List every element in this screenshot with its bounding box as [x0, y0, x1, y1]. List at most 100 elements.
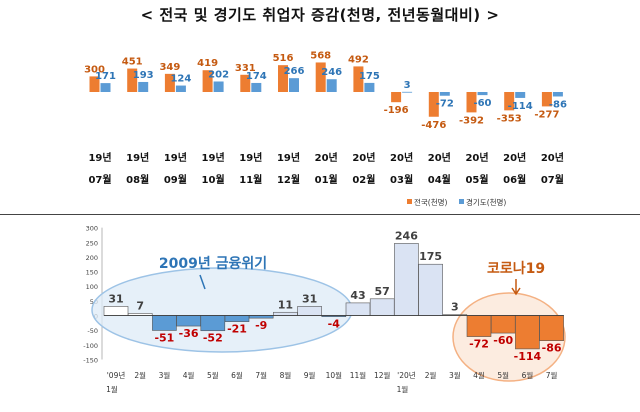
data-label-9: -4: [328, 318, 341, 331]
data-label-12: 246: [395, 229, 418, 242]
data-label-gyeonggi-1: 193: [133, 70, 154, 81]
data-label-gyeonggi-8: 3: [404, 80, 411, 91]
bar-gyeonggi-12: [552, 92, 563, 97]
bar-national-3: [202, 70, 213, 92]
x-tick-month-3: 10월: [202, 174, 225, 186]
data-label-gyeonggi-11: -114: [508, 101, 533, 112]
data-label-national-1: 451: [122, 57, 143, 68]
y-tick-250: 250: [86, 239, 98, 247]
x-tick-year-8: 20년: [390, 151, 413, 164]
data-label-16: -60: [493, 334, 513, 347]
x-tick-5: 6월: [231, 370, 243, 380]
bar-national-6: [315, 62, 326, 92]
x-tick-0: '09년: [107, 370, 126, 380]
x-tick-year-1: 19년: [126, 151, 149, 164]
data-label-gyeonggi-4: 174: [246, 71, 267, 82]
x-tick-8: 9월: [304, 370, 316, 380]
bar-18: [539, 315, 564, 341]
x-tick-month-11: 06월: [503, 174, 526, 186]
data-label-14: 3: [451, 301, 459, 314]
data-label-national-0: 300: [84, 64, 105, 75]
y-tick--50: -50: [87, 327, 98, 335]
bar-gyeonggi-3: [213, 81, 224, 92]
bar-national-0: [89, 76, 100, 92]
data-label-gyeonggi-12: -86: [549, 99, 567, 110]
data-label-national-7: 492: [348, 54, 369, 65]
bar-national-8: [391, 92, 402, 103]
legend-swatch-1: [459, 199, 464, 204]
bar-national-5: [278, 65, 288, 92]
legend-label-0: 전국(천명): [414, 197, 448, 207]
data-label-gyeonggi-9: -72: [436, 99, 454, 110]
bar-gyeonggi-7: [364, 82, 375, 92]
x-tick-year-4: 19년: [239, 151, 262, 164]
bar-5: [224, 315, 250, 322]
bar-7: [273, 311, 298, 316]
bar-4: [200, 315, 226, 332]
data-label-national-2: 349: [159, 62, 180, 73]
data-label-gyeonggi-6: 246: [321, 67, 342, 78]
data-label-13: 175: [419, 250, 442, 263]
data-label-7: 11: [278, 298, 293, 311]
x-tick-year-5: 19년: [277, 151, 300, 164]
data-label-18: -86: [542, 342, 562, 355]
data-label-national-4: 331: [235, 63, 256, 74]
y-tick-300: 300: [86, 225, 98, 233]
x-tick-17: 6월: [522, 370, 534, 380]
data-label-gyeonggi-0: 171: [95, 71, 116, 82]
bar-national-1: [127, 68, 138, 92]
bar-gyeonggi-1: [138, 81, 149, 92]
bar-gyeonggi-0: [100, 83, 111, 92]
bar-13: [418, 263, 443, 316]
data-label-gyeonggi-2: 124: [170, 74, 191, 85]
bar-national-7: [353, 66, 364, 92]
y-tick-150: 150: [86, 269, 98, 277]
data-label-national-8: -196: [384, 105, 409, 116]
x-tick-month-10: 05월: [465, 174, 488, 186]
bar-12: [394, 243, 419, 316]
bar-national-9: [428, 92, 439, 117]
x-tick-6: 7월: [255, 370, 267, 380]
x-tick-month-2: 09월: [164, 174, 187, 186]
data-label-5: -21: [227, 323, 247, 336]
x-tick-18: 7월: [546, 370, 558, 380]
chart-divider: [0, 214, 640, 215]
data-label-national-5: 516: [273, 53, 294, 64]
x-tick-3: 4월: [183, 370, 195, 380]
data-label-national-6: 568: [310, 50, 331, 61]
data-label-national-9: -476: [421, 120, 446, 131]
bar-gyeonggi-5: [289, 78, 299, 92]
x-tick-month-5: 12월: [277, 174, 300, 186]
bar-16: [490, 315, 516, 334]
x-tick-month-8: 03월: [390, 174, 413, 186]
data-label-gyeonggi-3: 202: [208, 69, 229, 80]
data-label-gyeonggi-7: 175: [359, 71, 380, 82]
x-tick-year-0: 19년: [88, 151, 111, 164]
x-tick-sub-0: 1월: [106, 384, 118, 394]
data-label-10: 43: [350, 289, 365, 302]
page-title: < 전국 및 경기도 취업자 증감(천명, 전년동월대비) >: [140, 6, 500, 24]
data-label-4: -52: [203, 332, 223, 345]
bar-national-11: [504, 92, 515, 111]
x-tick-year-3: 19년: [202, 151, 225, 164]
x-tick-13: 2월: [425, 370, 437, 380]
data-label-national-3: 419: [197, 58, 218, 69]
bar-gyeonggi-10: [477, 92, 488, 96]
bar-11: [369, 298, 395, 316]
bar-national-2: [164, 73, 175, 92]
x-tick-15: 4월: [473, 370, 485, 380]
data-label-17: -114: [514, 350, 542, 363]
data-label-6: -9: [255, 319, 267, 332]
x-tick-year-6: 20년: [315, 151, 338, 164]
x-tick-month-1: 08월: [126, 174, 149, 186]
x-tick-11: 12월: [374, 370, 391, 380]
x-tick-year-2: 19년: [164, 151, 187, 164]
data-label-national-11: -353: [497, 113, 522, 124]
bar-gyeonggi-6: [326, 79, 337, 92]
bar-gyeonggi-9: [439, 92, 450, 96]
x-tick-year-10: 20년: [465, 151, 488, 164]
x-tick-4: 5월: [207, 370, 219, 380]
data-label-8: 31: [302, 292, 317, 305]
x-tick-year-12: 20년: [541, 151, 564, 164]
